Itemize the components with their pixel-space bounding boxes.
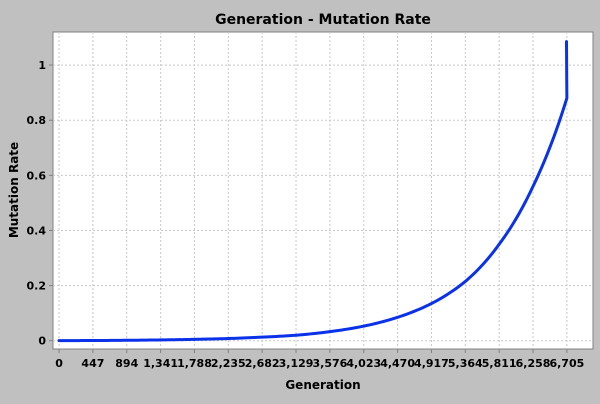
y-tick-label: 1 <box>38 59 46 72</box>
x-tick-label: 1,788 <box>177 357 212 370</box>
x-tick-label: 1,341 <box>143 357 178 370</box>
data-point <box>328 330 332 333</box>
data-point <box>430 302 433 305</box>
x-tick-label: 4,023 <box>346 357 381 370</box>
x-tick-label: 5,811 <box>482 357 517 370</box>
x-tick-label: 4,470 <box>380 357 415 370</box>
x-tick-label: 3,129 <box>279 357 314 370</box>
x-tick-label: 0 <box>55 357 63 370</box>
y-tick-label: 0.8 <box>27 114 47 127</box>
data-point <box>497 243 501 246</box>
x-axis-label: Generation <box>285 378 360 392</box>
y-tick-label: 0 <box>38 335 46 348</box>
y-tick-label: 0.4 <box>27 224 47 237</box>
data-point <box>260 335 264 339</box>
y-tick-label: 0.6 <box>27 169 47 182</box>
x-tick-label: 2,682 <box>245 357 280 370</box>
x-tick-label: 447 <box>81 357 104 370</box>
x-tick-label: 5,364 <box>448 357 483 370</box>
x-tick-label: 2,235 <box>211 357 246 370</box>
chart-title: Generation - Mutation Rate <box>215 12 431 28</box>
data-point <box>565 40 568 43</box>
data-point <box>531 185 535 188</box>
data-point <box>227 337 230 340</box>
axes: 0 447 894 1,341 1,788 2,235 2,682 3,129 3,576 4,0… <box>27 59 585 370</box>
data-point <box>396 316 399 319</box>
plot-area <box>52 31 594 350</box>
data-point <box>464 280 467 283</box>
data-point <box>125 339 128 342</box>
series-layer <box>57 40 569 343</box>
y-tick-label: 0.2 <box>27 280 47 293</box>
x-tick-label: 4,917 <box>414 357 449 370</box>
y-axis-label: Mutation Rate <box>7 142 21 238</box>
data-point <box>565 96 569 100</box>
x-tick-label: 894 <box>115 357 138 370</box>
data-point <box>193 338 196 341</box>
data-point <box>159 338 162 342</box>
data-point <box>91 339 95 342</box>
x-tick-label: 3,576 <box>312 357 347 370</box>
data-point <box>294 334 298 337</box>
data-point <box>362 324 365 328</box>
data-point <box>57 339 61 342</box>
x-tick-label: 6,258 <box>516 357 551 370</box>
x-tick-label: 6,705 <box>549 357 584 370</box>
